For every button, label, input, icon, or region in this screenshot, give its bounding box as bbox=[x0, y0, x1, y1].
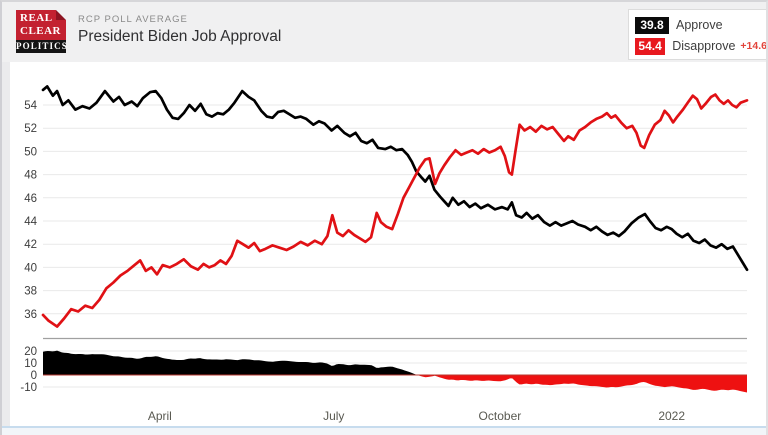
svg-text:20: 20 bbox=[24, 346, 37, 358]
svg-text:36: 36 bbox=[24, 309, 37, 321]
logo-text-politics: POLITICS bbox=[16, 40, 68, 53]
disapprove-line bbox=[41, 93, 749, 328]
svg-text:42: 42 bbox=[24, 239, 37, 251]
main-gridlines: 54 52 50 48 46 44 42 40 38 36 bbox=[24, 100, 747, 321]
approve-line bbox=[41, 85, 749, 272]
svg-text:50: 50 bbox=[24, 146, 37, 158]
svg-text:40: 40 bbox=[24, 262, 37, 274]
poll-average-kicker: RCP POLL AVERAGE bbox=[78, 14, 188, 25]
svg-text:-10: -10 bbox=[20, 382, 37, 394]
x-axis-labels: April July October 2022 bbox=[148, 409, 685, 423]
disapprove-label: Disapprove bbox=[672, 39, 736, 53]
spread-area-positive bbox=[43, 350, 747, 375]
approve-value-badge: 39.8 bbox=[635, 16, 669, 34]
svg-text:2022: 2022 bbox=[658, 409, 685, 423]
logo-text-clear: CLEAR bbox=[20, 25, 62, 37]
svg-text:0: 0 bbox=[31, 370, 37, 382]
page-title: President Biden Job Approval bbox=[78, 28, 282, 45]
svg-text:April: April bbox=[148, 409, 172, 423]
svg-text:48: 48 bbox=[24, 170, 37, 182]
spread-value: +14.6 bbox=[740, 40, 767, 52]
bottom-border bbox=[2, 426, 766, 428]
legend-card: 39.8 Approve 54.4 Disapprove +14.6 bbox=[628, 9, 767, 60]
svg-text:10: 10 bbox=[24, 358, 37, 370]
disapprove-value-badge: 54.4 bbox=[635, 37, 666, 55]
svg-text:44: 44 bbox=[24, 216, 37, 228]
legend-row-approve: 39.8 Approve bbox=[635, 16, 766, 34]
approve-label: Approve bbox=[676, 18, 723, 32]
widget-header: REAL CLEAR POLITICS RCP POLL AVERAGE Pre… bbox=[2, 2, 767, 62]
svg-text:July: July bbox=[323, 409, 344, 423]
svg-text:38: 38 bbox=[24, 286, 37, 298]
rcp-logo-red-panel: REAL CLEAR bbox=[16, 10, 66, 40]
spread-area-negative bbox=[43, 375, 747, 393]
page-gutter bbox=[2, 62, 10, 435]
svg-text:October: October bbox=[479, 409, 522, 423]
legend-row-disapprove: 54.4 Disapprove +14.6 bbox=[635, 37, 767, 55]
logo-text-real: REAL bbox=[20, 12, 53, 24]
rcp-logo[interactable]: REAL CLEAR POLITICS bbox=[16, 10, 68, 53]
svg-text:46: 46 bbox=[24, 193, 37, 205]
bottom-padding bbox=[2, 428, 766, 435]
svg-text:52: 52 bbox=[24, 123, 37, 135]
svg-text:54: 54 bbox=[24, 100, 37, 112]
